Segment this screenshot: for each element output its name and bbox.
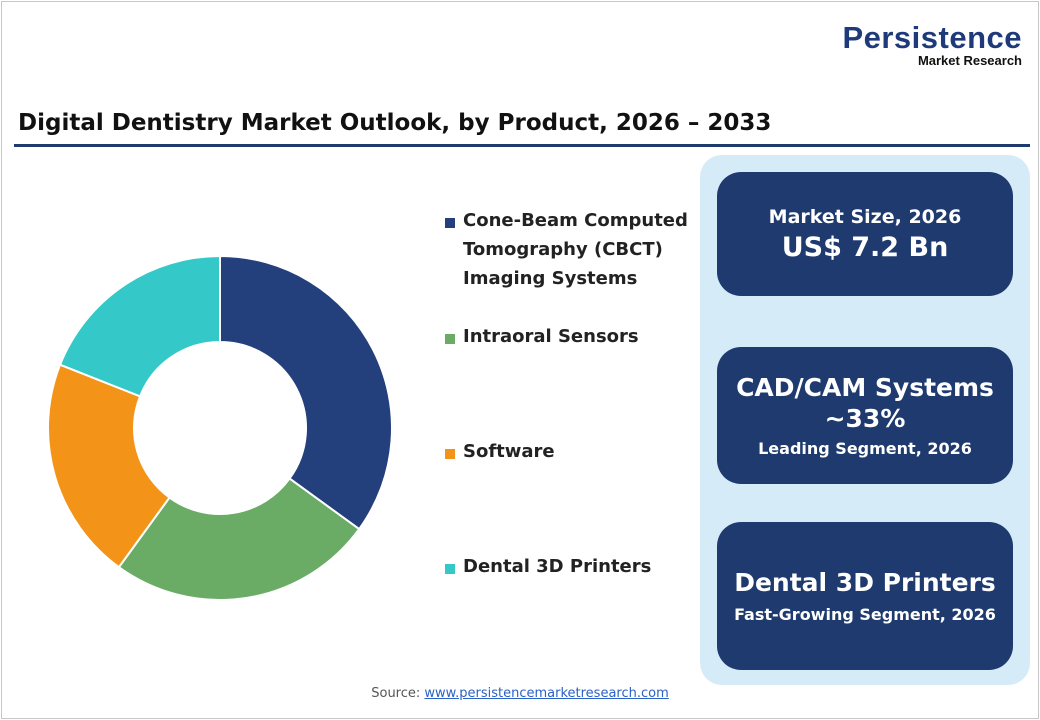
legend-text: Intraoral Sensors xyxy=(463,326,639,347)
legend-swatch xyxy=(445,449,455,459)
legend-item-software: Software xyxy=(445,441,705,466)
legend-text: Software xyxy=(463,441,555,462)
donut-slice-2 xyxy=(47,363,171,569)
card-value: ~33% xyxy=(824,404,906,433)
card-value: US$ 7.2 Bn xyxy=(781,231,949,263)
source-link[interactable]: www.persistencemarketresearch.com xyxy=(424,686,669,701)
legend-item-intraoral-sensors: Intraoral Sensors xyxy=(445,326,705,351)
logo: Persistence Market Research xyxy=(842,22,1022,68)
legend-text: Imaging Systems xyxy=(463,268,638,289)
fast-growing-card: Dental 3D Printers Fast-Growing Segment,… xyxy=(717,522,1013,670)
chart-title: Digital Dentistry Market Outlook, by Pro… xyxy=(18,110,772,136)
market-size-card: Market Size, 2026 US$ 7.2 Bn xyxy=(717,172,1013,296)
logo-line1: Persistence xyxy=(842,20,1022,55)
legend-swatch xyxy=(445,564,455,574)
donut-slice-0 xyxy=(219,254,393,531)
legend-text: Cone-Beam Computed xyxy=(463,210,688,231)
legend-text: Tomography (CBCT) xyxy=(463,239,663,260)
title-rule xyxy=(14,144,1030,147)
legend-swatch xyxy=(445,218,455,228)
donut-slice-1 xyxy=(117,477,361,601)
card-label: CAD/CAM Systems xyxy=(736,373,994,402)
donut-slice-3 xyxy=(58,254,221,398)
source-label: Source: xyxy=(371,686,421,701)
leading-segment-card: CAD/CAM Systems ~33% Leading Segment, 20… xyxy=(717,347,1013,484)
card-label: Market Size, 2026 xyxy=(768,205,962,228)
card-sub: Fast-Growing Segment, 2026 xyxy=(734,605,996,624)
legend-text: Dental 3D Printers xyxy=(463,556,652,577)
legend-item-dental-3d-printers: Dental 3D Printers xyxy=(445,556,705,581)
source: Source: www.persistencemarketresearch.co… xyxy=(0,686,1040,701)
legend-item-cbct: Cone-Beam Computed Tomography (CBCT) Imagi… xyxy=(445,210,705,293)
card-sub: Leading Segment, 2026 xyxy=(758,439,972,458)
logo-line2: Market Research xyxy=(917,53,1022,68)
donut-chart xyxy=(47,254,393,601)
legend-swatch xyxy=(445,334,455,344)
card-label: Dental 3D Printers xyxy=(734,568,996,597)
